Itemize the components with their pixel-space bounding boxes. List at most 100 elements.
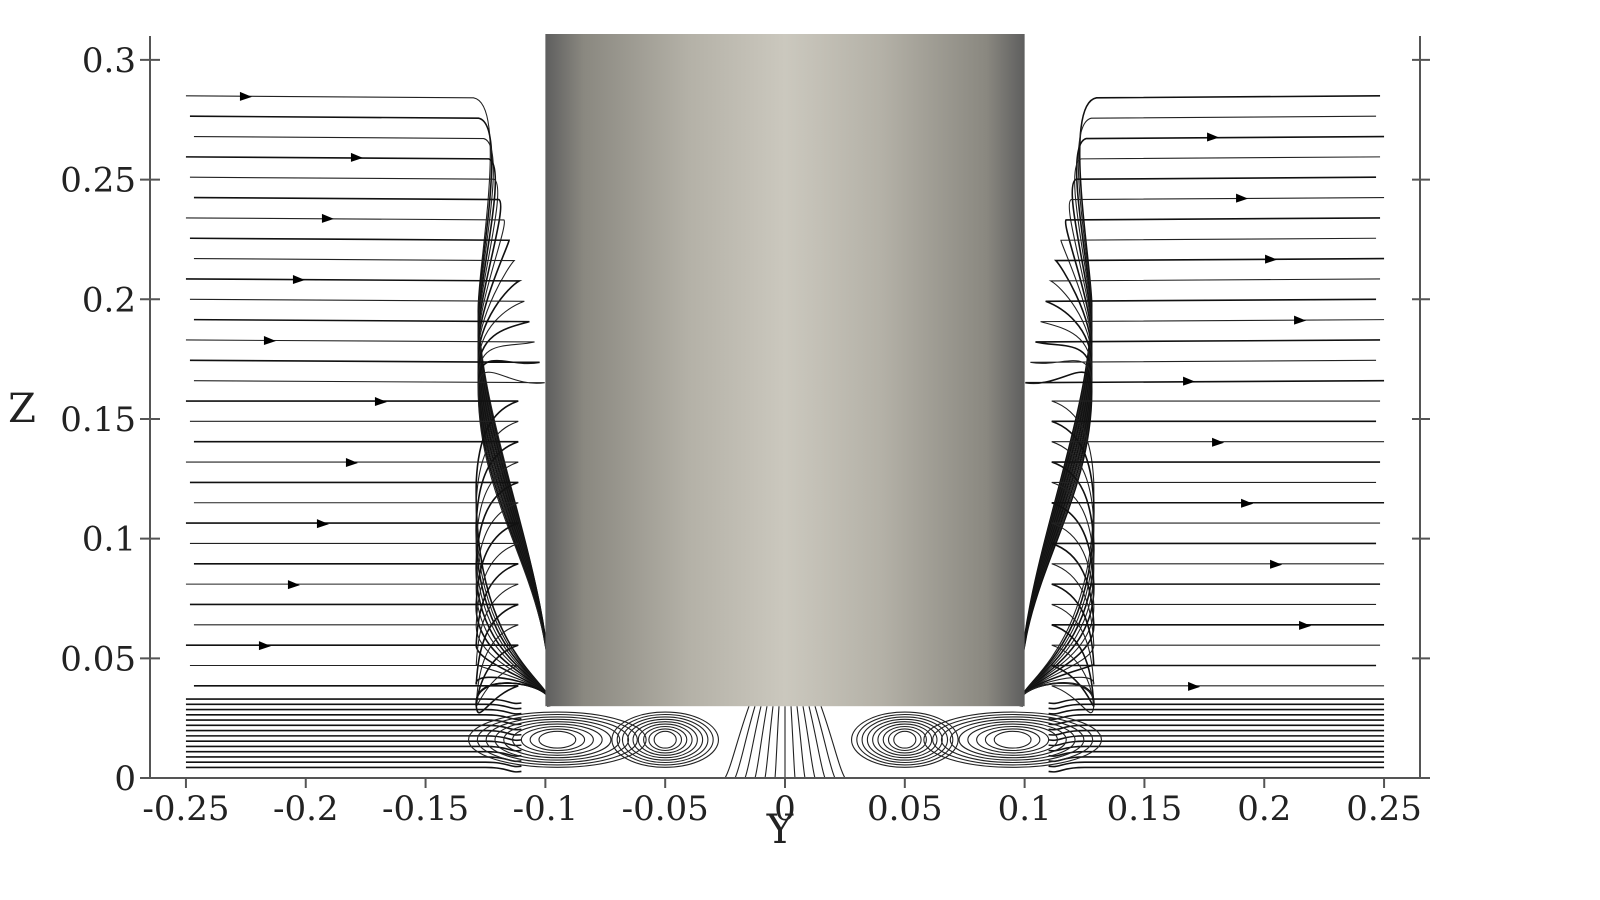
vortex-streamline — [520, 725, 594, 754]
vortex-streamline — [476, 713, 638, 766]
streamline — [1048, 756, 1385, 763]
vortex-streamline — [648, 728, 683, 752]
streamline — [185, 735, 522, 742]
streamline — [1048, 761, 1385, 768]
vortex-streamline — [529, 728, 586, 752]
streamlines-left — [185, 95, 551, 714]
streamline — [185, 719, 522, 726]
streamline-arrow — [263, 335, 276, 345]
vortex-streamline — [877, 723, 933, 756]
vortex-streamline — [627, 718, 704, 761]
vortex-streamline — [485, 716, 630, 764]
z-tick-label: 0.1 — [82, 520, 136, 560]
vortex-streamline — [958, 721, 1067, 759]
streamline — [754, 706, 768, 779]
vortex-streamline — [632, 721, 698, 759]
streamline — [1048, 729, 1385, 736]
streamline-arrow — [345, 458, 358, 468]
y-tick-label: -0.05 — [622, 789, 709, 829]
streamline-arrow — [292, 274, 305, 284]
streamlines-right — [1019, 95, 1385, 714]
streamline — [1048, 735, 1385, 742]
streamline — [744, 706, 762, 779]
vortex-streamline — [872, 721, 938, 759]
vortex-streamline — [887, 728, 922, 752]
vortex-streamline — [653, 730, 677, 749]
vortex-streamline — [468, 711, 647, 768]
streamline-arrow — [287, 580, 300, 590]
streamline — [189, 603, 551, 707]
z-tick-label: 0.2 — [82, 280, 136, 320]
y-tick-label: 0 — [774, 789, 796, 829]
streamline-arrow — [258, 641, 271, 651]
streamline — [1019, 359, 1377, 707]
vortex-streamline — [637, 723, 693, 756]
vortex-streamline — [850, 711, 959, 768]
streamline-arrow — [1241, 498, 1254, 508]
streamline — [185, 756, 522, 763]
streamline-arrow — [1212, 437, 1225, 447]
y-tick-label: -0.2 — [273, 789, 339, 829]
vortex-streamline — [984, 728, 1041, 752]
y-tick-label: -0.25 — [142, 789, 229, 829]
streamline — [764, 706, 774, 779]
vortex-streamline — [993, 730, 1032, 749]
y-tick-label: 0.25 — [1346, 789, 1422, 829]
streamline-arrow — [321, 213, 334, 223]
streamline — [814, 706, 836, 779]
streamline-arrow — [1183, 376, 1196, 386]
streamline-arrow — [1236, 193, 1249, 203]
vortex-streamline — [643, 725, 688, 754]
streamline-arrow — [374, 397, 387, 407]
streamline — [1048, 708, 1385, 715]
streamline — [189, 481, 551, 707]
streamline — [802, 706, 816, 779]
streamline — [189, 115, 551, 707]
vortex-streamline — [882, 725, 927, 754]
vortex-streamline — [512, 723, 603, 756]
z-axis-ticks: 0 0.05 0.1 0.15 0.2 0.25 0.3 — [60, 41, 1430, 799]
streamline — [1019, 682, 1385, 714]
vortex-streamline — [866, 718, 943, 761]
streamline — [1048, 745, 1385, 752]
streamline-arrow — [1294, 315, 1307, 325]
streamline — [1019, 319, 1385, 707]
y-tick-label: 0.15 — [1107, 789, 1183, 829]
y-tick-label: 0.2 — [1237, 789, 1291, 829]
streamline — [774, 706, 780, 779]
streamline-arrow — [316, 519, 329, 529]
streamline-arrow — [1299, 620, 1312, 630]
vortex-streamline — [949, 718, 1076, 761]
vortex-streamline — [856, 713, 954, 766]
z-tick-label: 0.05 — [60, 639, 136, 679]
streamline — [808, 706, 826, 779]
streamline — [724, 706, 750, 779]
y-tick-label: 0.05 — [867, 789, 943, 829]
streamline-arrow — [1270, 559, 1283, 569]
streamline — [1019, 644, 1381, 707]
streamline — [185, 708, 522, 715]
streamline — [185, 644, 551, 707]
streamline-arrows — [239, 91, 1312, 691]
streamline — [1019, 603, 1377, 707]
streamlines-recirculation — [185, 698, 1385, 779]
streamline — [1019, 371, 1385, 707]
streamline — [1048, 724, 1385, 731]
cylinder-body — [545, 34, 1025, 707]
streamline — [185, 750, 522, 757]
streamline — [185, 278, 551, 707]
vortex-streamline — [494, 718, 621, 761]
z-axis-title: Z — [8, 386, 36, 432]
streamline — [790, 706, 796, 779]
streamline — [796, 706, 806, 779]
streamline — [185, 761, 522, 768]
streamline — [189, 359, 551, 707]
vortex-streamline — [967, 723, 1058, 756]
streamline — [1048, 750, 1385, 757]
streamline — [1048, 740, 1385, 747]
y-axis-title: Y — [766, 807, 794, 853]
vortex-streamline — [621, 716, 709, 764]
streamline — [185, 698, 522, 705]
streamline — [1048, 714, 1385, 721]
